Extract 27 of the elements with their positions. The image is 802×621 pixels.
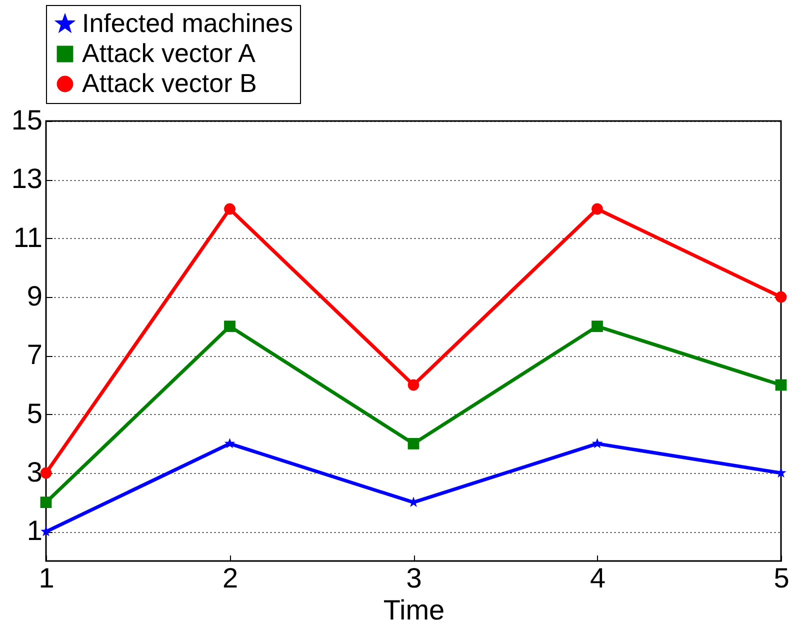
y-tick-label: 15	[11, 104, 42, 136]
point	[224, 320, 236, 332]
point	[408, 438, 420, 450]
point	[592, 438, 603, 448]
point	[408, 379, 420, 391]
point	[775, 379, 787, 391]
y-tick-label: 11	[13, 222, 42, 253]
x-tick-label: 4	[590, 562, 606, 594]
x-axis-title: Time	[383, 594, 445, 621]
legend-label: Attack vector B	[82, 68, 257, 98]
x-tick-label: 3	[406, 562, 422, 594]
x-tick-label: 2	[222, 562, 238, 594]
y-tick-label: 9	[26, 280, 42, 312]
y-tick-label: 13	[11, 163, 42, 194]
y-tick-label: 5	[26, 398, 42, 429]
y-tick-label: 7	[26, 339, 42, 370]
point	[592, 203, 603, 215]
point	[224, 203, 236, 215]
point	[775, 291, 787, 303]
legend-label: Infected machines	[82, 8, 294, 38]
point	[224, 438, 236, 448]
y-tick-label: 1	[26, 515, 42, 546]
point	[592, 320, 603, 332]
legend-label: Attack vector A	[82, 38, 256, 68]
point	[40, 496, 52, 508]
y-tick-label: 3	[26, 456, 42, 488]
x-tick-label: 5	[774, 562, 790, 594]
